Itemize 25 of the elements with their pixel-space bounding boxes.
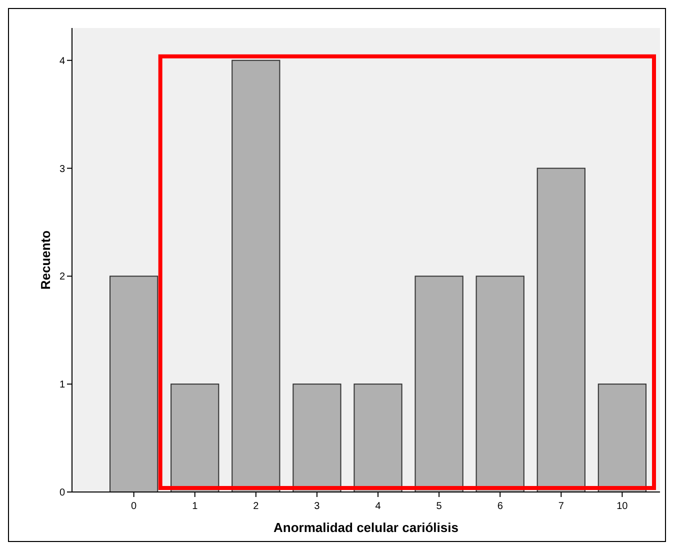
bar <box>232 60 280 492</box>
y-tick-label: 1 <box>59 380 66 391</box>
bar <box>598 384 646 492</box>
bar <box>414 276 464 492</box>
bar <box>536 168 586 492</box>
y-tick-label: 3 <box>59 164 66 175</box>
x-tick-label: 7 <box>558 501 564 512</box>
x-axis-title: Anormalidad celular cariólisis <box>274 520 458 535</box>
x-tick-label: 2 <box>253 501 260 512</box>
bar <box>292 384 342 492</box>
x-tick-label: 10 <box>616 501 628 512</box>
x-tick-label: 0 <box>131 501 138 512</box>
y-axis-title: Recuento <box>38 230 53 290</box>
x-tick-label: 4 <box>375 501 382 512</box>
bar <box>354 384 402 492</box>
bar <box>170 384 220 492</box>
bar <box>476 276 524 492</box>
x-tick-label: 6 <box>497 501 504 512</box>
x-tick-label: 1 <box>192 501 198 512</box>
bar <box>110 276 158 492</box>
y-tick-label: 4 <box>59 56 66 67</box>
y-tick-label: 2 <box>59 272 66 283</box>
x-tick-label: 3 <box>314 501 320 512</box>
y-tick-label: 0 <box>59 488 66 498</box>
x-tick-label: 5 <box>436 501 442 512</box>
